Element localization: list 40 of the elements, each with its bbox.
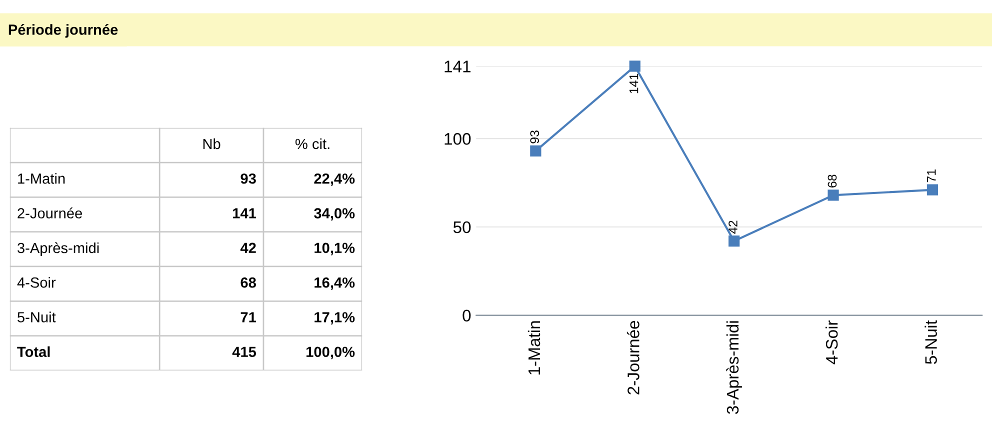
point bbox=[926, 184, 938, 196]
point bbox=[629, 60, 640, 72]
x-tick-label: 4-Soir bbox=[826, 320, 838, 364]
y-tick-label: 50 bbox=[453, 221, 471, 234]
text: 22,4% bbox=[314, 173, 355, 186]
data-label: 68 bbox=[828, 174, 837, 188]
text: 34,0% bbox=[314, 208, 355, 221]
y-tick-label: 141 bbox=[444, 60, 470, 72]
text: 3-Après-midi bbox=[18, 242, 99, 256]
data-label: 141 bbox=[630, 74, 638, 94]
x-tick-label: 2-Journée bbox=[626, 320, 640, 394]
text: 93 bbox=[240, 173, 256, 184]
text: 4-Soir bbox=[17, 277, 56, 288]
point bbox=[828, 190, 839, 201]
text: 100,0% bbox=[306, 346, 355, 360]
point bbox=[728, 236, 740, 247]
text: 1-Matin bbox=[18, 173, 65, 184]
x-tick-label: 1-Matin bbox=[528, 321, 540, 374]
text: Nb bbox=[203, 138, 220, 150]
data-label: 93 bbox=[530, 130, 540, 144]
text: 17,1% bbox=[314, 312, 355, 324]
data-label: 71 bbox=[927, 169, 936, 182]
data-label: 42 bbox=[728, 220, 738, 234]
text: % cit. bbox=[295, 138, 330, 150]
text: 10,1% bbox=[314, 242, 355, 256]
x-tick-label: 3-Après-midi bbox=[726, 321, 742, 414]
text: 42 bbox=[240, 242, 256, 253]
text: 415 bbox=[232, 346, 256, 358]
text: 16,4% bbox=[314, 277, 355, 290]
text: 5-Nuit bbox=[18, 312, 56, 322]
x-tick-label: 5-Nuit bbox=[924, 320, 937, 364]
text: 68 bbox=[240, 277, 256, 288]
text: Période journée bbox=[8, 24, 118, 38]
text: Total bbox=[17, 346, 50, 358]
text: 71 bbox=[240, 312, 256, 322]
text: 141 bbox=[233, 208, 256, 218]
point bbox=[530, 145, 542, 157]
y-tick-label: 100 bbox=[444, 133, 471, 145]
text: 2-Journée bbox=[18, 208, 82, 218]
y-tick-label: 0 bbox=[462, 310, 471, 322]
